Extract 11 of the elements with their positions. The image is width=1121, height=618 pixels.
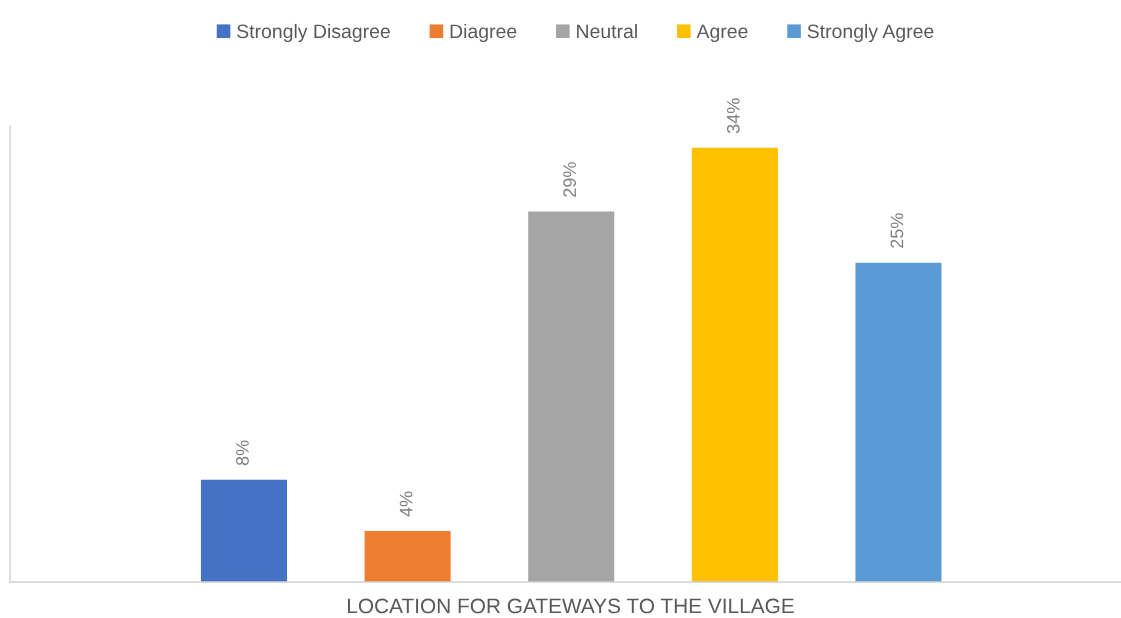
legend-label: Agree: [696, 24, 748, 43]
data-label: 34%: [726, 98, 740, 134]
legend-label: Neutral: [577, 23, 637, 39]
data-label: 8%: [236, 440, 249, 466]
data-label: 4%: [399, 491, 413, 517]
data-label: 29%: [563, 162, 577, 197]
data-label: 25%: [890, 213, 904, 248]
legend-label: Diagree: [450, 23, 517, 43]
legend-label: Strongly Agree: [807, 23, 934, 43]
legend-label: Strongly Disagree: [237, 23, 390, 43]
x-axis-title: LOCATION FOR GATEWAYS TO THE VILLAGE: [347, 598, 794, 614]
